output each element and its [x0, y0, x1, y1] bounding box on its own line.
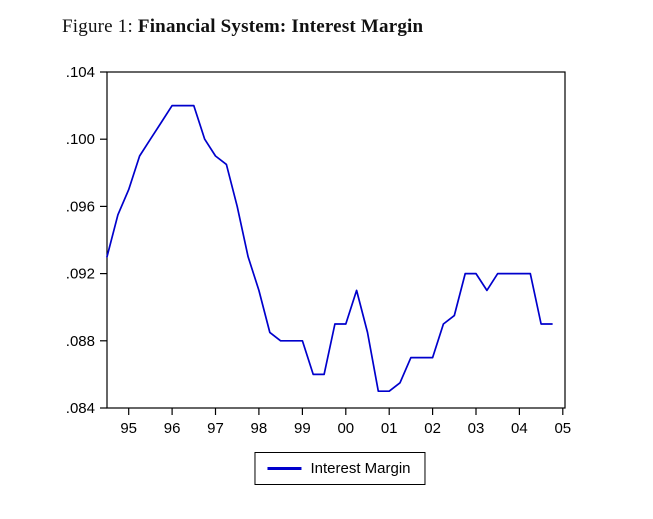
legend-label: Interest Margin — [310, 460, 411, 477]
figure-number: Figure 1: — [62, 16, 133, 37]
x-axis-tick-label: 99 — [294, 420, 311, 437]
figure-title: Figure 1: Financial System: Interest Mar… — [62, 16, 423, 38]
figure-title-text: Financial System: Interest Margin — [137, 16, 424, 37]
plot-frame — [106, 71, 566, 409]
y-axis-tick-label: .096 — [66, 198, 95, 215]
x-axis-tick-label: 98 — [251, 420, 268, 437]
x-axis-tick-label: 02 — [424, 420, 441, 437]
x-axis-tick-label: 03 — [468, 420, 485, 437]
legend-box: Interest Margin — [254, 452, 426, 485]
y-axis-tick-label: .084 — [66, 400, 95, 417]
x-axis-tick-label: 96 — [164, 420, 181, 437]
data-line-interest-margin — [106, 104, 553, 393]
y-axis-tick-label: .104 — [66, 64, 95, 81]
y-axis-tick-label: .088 — [66, 333, 95, 350]
x-axis-tick-label: 01 — [381, 420, 398, 437]
x-axis-tick-label: 00 — [337, 420, 354, 437]
x-axis-tick-label: 95 — [120, 420, 137, 437]
y-axis-tick-label: .092 — [66, 266, 95, 283]
x-axis-tick-label: 04 — [511, 420, 528, 437]
y-axis-tick-label: .100 — [66, 131, 95, 148]
x-axis-tick-label: 05 — [554, 420, 571, 437]
legend-line-sample — [267, 467, 302, 470]
x-axis-tick-label: 97 — [207, 420, 224, 437]
